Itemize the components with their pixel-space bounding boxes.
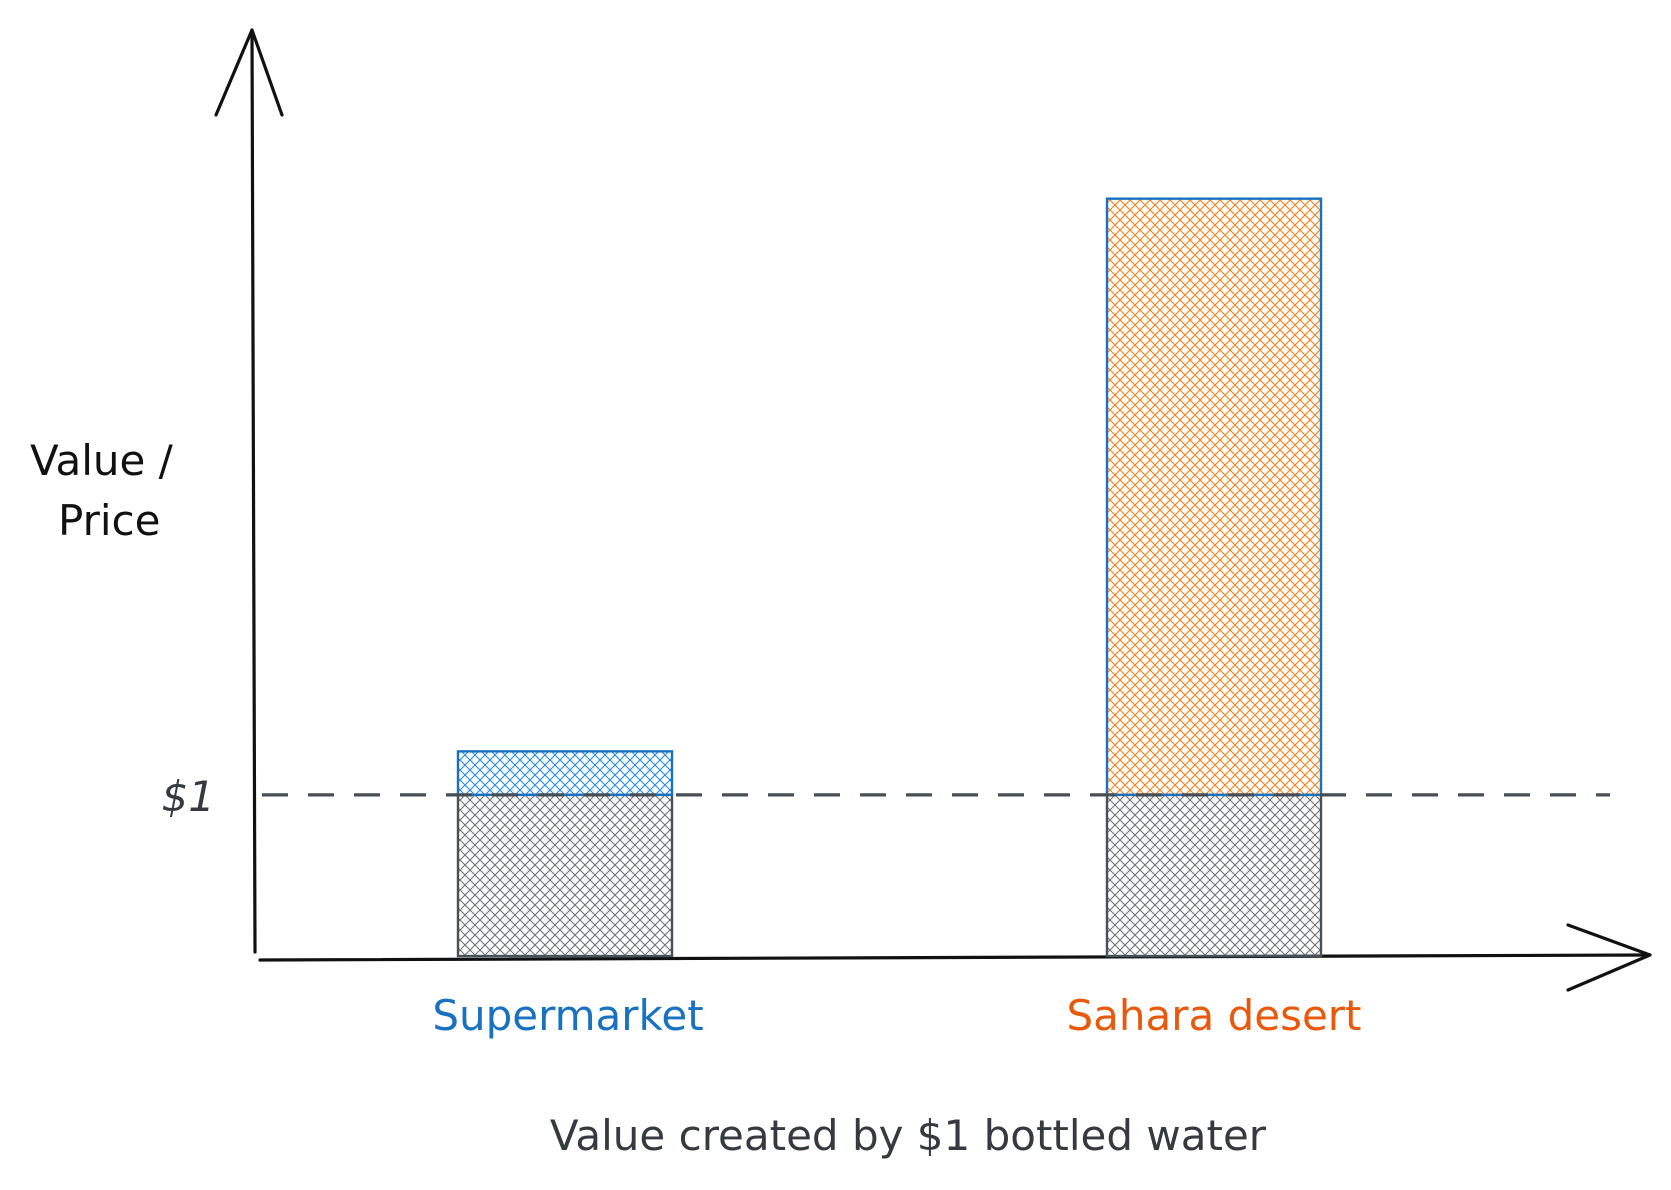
- bar-supermarket-price: [456, 793, 674, 958]
- bar-sahara-desert-price: [1105, 793, 1323, 958]
- x-axis-arrowhead: [1566, 923, 1652, 992]
- x-axis: [258, 953, 1652, 962]
- chart-title: Value created by $1 bottled water: [550, 1111, 1267, 1160]
- y-axis-label-line-2: Price: [58, 496, 160, 545]
- bar-sahara-desert-surplus: [1105, 197, 1323, 797]
- category-label-sahara-desert: Sahara desert: [1066, 991, 1361, 1040]
- category-label-supermarket: Supermarket: [432, 991, 703, 1040]
- y-axis-arrowhead: [214, 28, 284, 117]
- y-axis-label-line-1: Value /: [30, 436, 174, 485]
- bar-supermarket-surplus: [456, 750, 674, 797]
- y-axis: [250, 28, 257, 954]
- bars: [456, 197, 1323, 958]
- reference-line-label: $1: [162, 772, 215, 821]
